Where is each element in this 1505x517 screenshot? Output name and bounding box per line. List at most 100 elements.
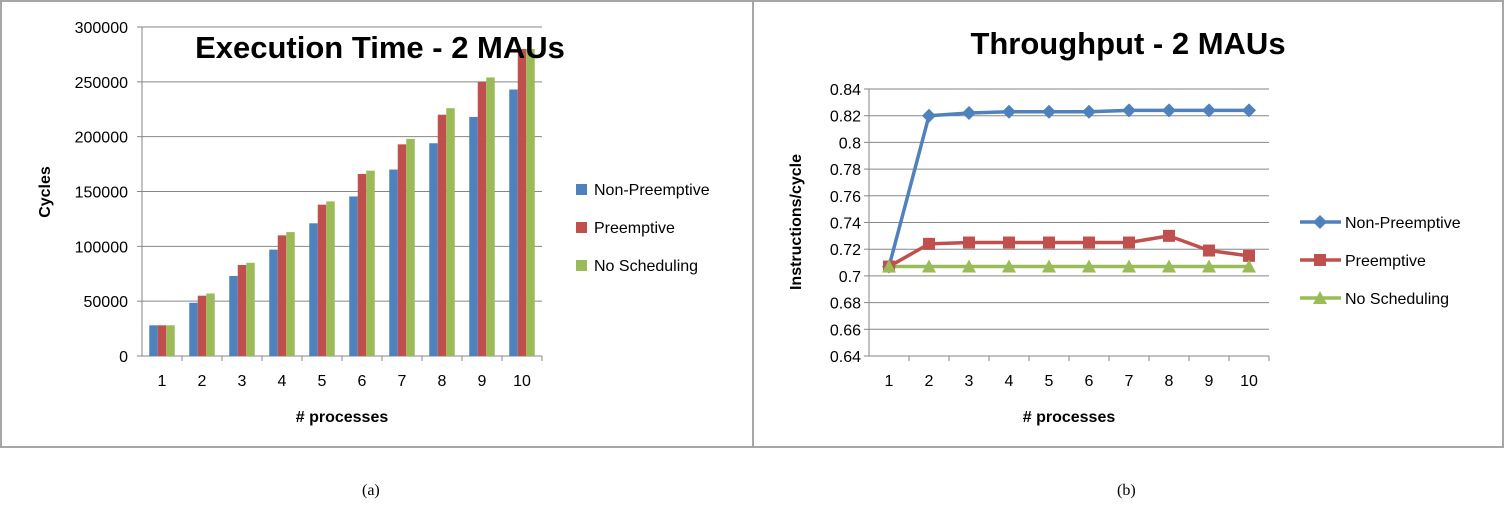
y-tick-label: 0.84 (830, 82, 861, 99)
legend-swatch (576, 222, 587, 233)
legend-marker (1313, 291, 1327, 304)
y-axis-title: Cycles (37, 166, 54, 218)
bar (477, 81, 487, 356)
bar (286, 232, 295, 356)
bar (469, 116, 478, 356)
data-point (923, 237, 935, 250)
legend-label: Preemptive (594, 220, 675, 237)
data-point (1122, 103, 1136, 118)
bar (446, 108, 455, 356)
x-tick-label: 6 (358, 373, 367, 390)
bar (149, 325, 158, 356)
data-point (963, 236, 975, 249)
legend-marker (1314, 254, 1326, 266)
data-point (1123, 236, 1135, 249)
data-point (1082, 104, 1096, 119)
y-tick-label: 50000 (84, 294, 129, 311)
data-point (1083, 236, 1095, 249)
legend-swatch (576, 184, 587, 195)
bar (526, 48, 535, 356)
bar (206, 293, 215, 356)
x-tick-label: 5 (1045, 373, 1054, 390)
bar (389, 169, 398, 356)
y-tick-label: 0.82 (830, 109, 861, 126)
x-tick-label: 10 (513, 373, 531, 390)
data-point (1003, 236, 1015, 249)
data-point (1242, 103, 1256, 118)
legend-label: Non-Preemptive (594, 182, 710, 199)
x-tick-label: 2 (925, 373, 934, 390)
y-tick-label: 150000 (75, 185, 128, 202)
caption-a: (a) (362, 482, 380, 499)
y-tick-label: 0.76 (830, 189, 861, 206)
x-tick-label: 9 (478, 373, 487, 390)
series-line (888, 234, 1250, 269)
bar (366, 170, 375, 356)
chart-title: Throughput - 2 MAUs (970, 26, 1285, 61)
bar (277, 235, 287, 356)
data-point (1002, 259, 1016, 273)
legend-label: No Scheduling (594, 258, 698, 275)
bar (509, 89, 518, 356)
bar (357, 173, 367, 356)
data-point (1042, 259, 1056, 273)
x-tick-label: 3 (238, 373, 247, 390)
y-tick-label: 0.68 (830, 296, 861, 313)
data-point (882, 259, 896, 273)
data-point (962, 106, 976, 121)
y-tick-label: 0.66 (830, 322, 861, 339)
bar (269, 249, 278, 356)
y-tick-label: 0 (119, 349, 128, 366)
x-tick-label: 2 (198, 373, 207, 390)
bar (437, 114, 447, 356)
y-tick-label: 300000 (75, 20, 128, 37)
bar (317, 204, 327, 356)
data-point (1202, 259, 1216, 273)
data-point (1043, 236, 1055, 249)
data-point (922, 259, 936, 273)
x-tick-label: 8 (438, 373, 447, 390)
x-tick-label: 5 (318, 373, 327, 390)
data-point (1162, 259, 1176, 273)
data-point (1163, 229, 1175, 242)
x-tick-label: 7 (398, 373, 407, 390)
x-tick-label: 4 (1005, 373, 1014, 390)
execution-time-chart-panel: 0 50000 100000 150000 200000 250000 300000 1 2 3 4… (0, 0, 754, 448)
data-point (1203, 244, 1215, 257)
data-point (922, 108, 936, 123)
bar (189, 302, 198, 356)
bar (326, 201, 335, 356)
bar (406, 138, 415, 356)
legend-label: Preemptive (1345, 253, 1426, 270)
y-tick-label: 0.78 (830, 162, 861, 179)
y-tick-label: 0.72 (830, 242, 861, 259)
bar (517, 48, 527, 356)
bar (197, 295, 207, 356)
bar (157, 325, 167, 356)
x-axis-title: # processes (296, 409, 389, 426)
data-point (1242, 259, 1256, 273)
data-point (1162, 103, 1176, 118)
bar (309, 223, 318, 356)
y-tick-label: 200000 (75, 130, 128, 147)
y-tick-label: 250000 (75, 75, 128, 92)
y-tick-label: 100000 (75, 239, 128, 256)
x-axis-title: # processes (1023, 409, 1116, 426)
data-point (962, 259, 976, 273)
bar (486, 77, 495, 357)
data-point (1002, 104, 1016, 119)
legend-swatch (576, 260, 587, 271)
bar (349, 196, 358, 356)
y-axis-title: Instructions/cycle (788, 154, 805, 290)
execution-time-chart: 0 50000 100000 150000 200000 250000 300000 1 2 3 4… (37, 20, 710, 426)
bar (166, 325, 175, 356)
legend-label: Non-Preemptive (1345, 215, 1461, 232)
legend-marker (1313, 215, 1327, 229)
bar (229, 275, 238, 356)
y-tick-label: 0.8 (839, 135, 861, 152)
throughput-chart-panel: 0.64 0.66 0.68 0.7 0.72 0.74 0.76 0.78 0.8 0.82 0.… (752, 0, 1504, 448)
x-tick-label: 4 (278, 373, 287, 390)
bar (246, 262, 255, 356)
x-tick-label: 6 (1085, 373, 1094, 390)
x-tick-label: 10 (1240, 373, 1258, 390)
